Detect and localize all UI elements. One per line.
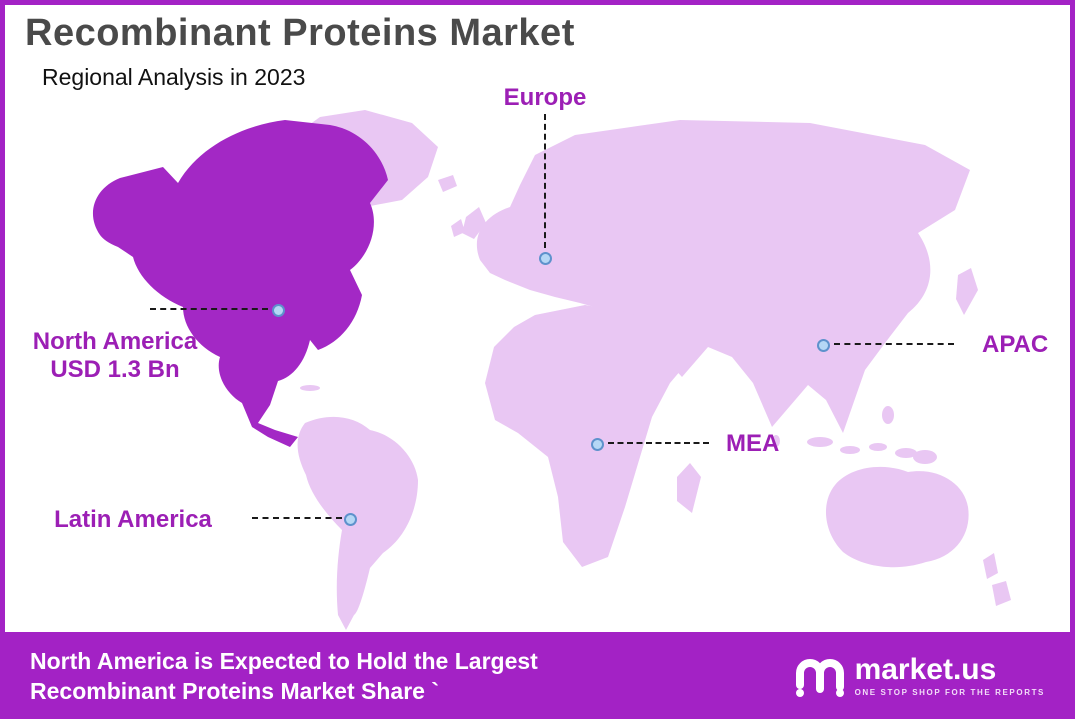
landmass-sulawesi bbox=[895, 448, 917, 458]
leader-line-latin-america bbox=[252, 517, 342, 519]
landmass-iceland bbox=[438, 175, 457, 192]
label-north-america: North America USD 1.3 Bn bbox=[15, 328, 215, 384]
landmass-sumatra bbox=[807, 437, 833, 447]
world-map bbox=[92, 110, 1011, 630]
marker-latin-america bbox=[344, 513, 357, 526]
landmass-eurasia bbox=[476, 120, 970, 433]
brand-logo: market.us ONE STOP SHOP FOR THE REPORTS bbox=[791, 653, 1045, 699]
brand-text: market.us ONE STOP SHOP FOR THE REPORTS bbox=[854, 652, 1045, 697]
leader-line-europe bbox=[544, 114, 546, 248]
landmass-australia bbox=[825, 466, 969, 568]
landmass-africa bbox=[485, 305, 698, 567]
landmass-cuba bbox=[300, 385, 320, 391]
footer-banner: North America is Expected to Hold the La… bbox=[0, 632, 1075, 719]
landmass-north-america-highlighted bbox=[92, 120, 388, 447]
landmass-new-zealand-north bbox=[983, 553, 998, 579]
marker-north-america bbox=[272, 304, 285, 317]
page-subtitle: Regional Analysis in 2023 bbox=[42, 64, 306, 90]
label-europe: Europe bbox=[503, 84, 587, 111]
landmass-new-zealand-south bbox=[992, 581, 1011, 606]
footer-message: North America is Expected to Hold the La… bbox=[30, 646, 538, 706]
label-north-america-name: North America bbox=[32, 328, 198, 355]
leader-line-apac bbox=[834, 343, 954, 345]
landmass-japan bbox=[956, 268, 978, 315]
marker-apac bbox=[817, 339, 830, 352]
label-latin-america: Latin America bbox=[54, 506, 212, 533]
brand-tagline: ONE STOP SHOP FOR THE REPORTS bbox=[854, 687, 1045, 697]
market-us-icon bbox=[795, 658, 844, 697]
label-apac: APAC bbox=[982, 331, 1049, 358]
landmass-sri-lanka bbox=[772, 435, 780, 447]
landmass-madagascar bbox=[677, 463, 701, 513]
landmass-new-guinea bbox=[913, 450, 937, 464]
marker-mea bbox=[591, 438, 604, 451]
label-mea: MEA bbox=[726, 430, 780, 457]
marker-europe bbox=[539, 252, 552, 265]
page-title: Recombinant Proteins Market bbox=[25, 12, 575, 54]
footer-message-line2: Recombinant Proteins Market Share ` bbox=[30, 677, 439, 704]
footer-message-line1: North America is Expected to Hold the La… bbox=[30, 647, 538, 674]
label-north-america-value: USD 1.3 Bn bbox=[50, 356, 180, 383]
brand-name: market.us bbox=[854, 652, 997, 686]
landmass-south-america bbox=[297, 416, 418, 630]
landmass-borneo bbox=[869, 443, 887, 451]
landmass-ireland bbox=[451, 219, 465, 237]
leader-line-north-america bbox=[150, 308, 268, 310]
landmass-uk bbox=[462, 207, 486, 239]
leader-line-mea bbox=[608, 442, 709, 444]
landmass-java bbox=[840, 446, 860, 454]
landmass-philippines bbox=[882, 406, 894, 424]
